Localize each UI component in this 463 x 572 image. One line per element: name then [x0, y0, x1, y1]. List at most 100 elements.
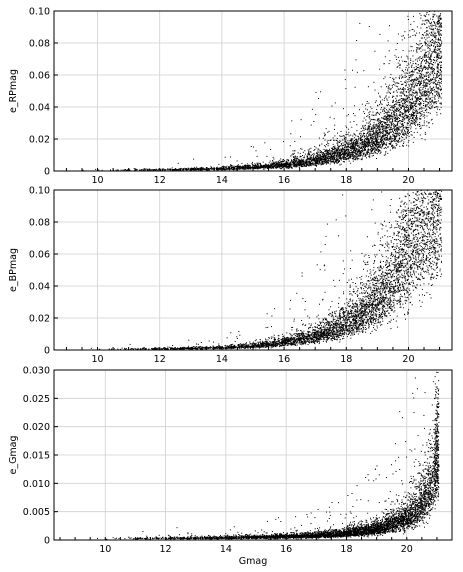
data-point — [412, 141, 414, 143]
data-point — [307, 162, 309, 164]
data-point — [348, 146, 350, 148]
data-point — [278, 163, 280, 165]
data-point — [283, 166, 285, 168]
data-point — [392, 128, 394, 130]
data-point — [330, 156, 332, 157]
data-point — [303, 164, 305, 166]
data-point — [377, 120, 379, 122]
data-point — [335, 139, 337, 141]
data-point — [349, 121, 351, 123]
data-point — [437, 16, 439, 18]
data-point — [195, 168, 197, 169]
data-point — [396, 103, 398, 105]
data-point — [418, 72, 420, 74]
data-point — [336, 154, 338, 156]
data-point — [434, 23, 436, 25]
data-point — [293, 159, 294, 160]
data-point — [420, 115, 422, 117]
data-point — [426, 91, 428, 93]
data-point — [393, 140, 395, 142]
data-point — [294, 164, 296, 166]
data-point — [351, 140, 353, 142]
data-point — [389, 60, 391, 62]
data-point — [247, 166, 249, 168]
data-point — [348, 153, 349, 155]
data-point — [339, 152, 341, 154]
data-point — [332, 159, 334, 161]
data-point — [435, 103, 437, 105]
data-point — [392, 148, 394, 150]
data-point — [434, 101, 436, 103]
data-point — [335, 149, 337, 151]
data-point — [368, 140, 370, 142]
data-point — [370, 133, 372, 135]
data-point — [310, 151, 312, 153]
data-point — [424, 139, 426, 141]
data-point — [421, 80, 423, 82]
data-point — [310, 159, 312, 161]
data-point — [433, 86, 435, 88]
data-point — [404, 74, 406, 76]
data-point — [413, 71, 415, 73]
data-point — [265, 163, 267, 165]
data-point — [278, 165, 280, 167]
data-point — [418, 82, 419, 84]
data-point — [263, 166, 265, 168]
data-point — [408, 89, 409, 91]
data-point — [409, 105, 411, 106]
data-point — [397, 86, 399, 88]
data-point — [336, 152, 338, 154]
data-point — [363, 128, 365, 129]
data-point — [434, 24, 436, 26]
data-point — [440, 57, 442, 59]
data-point — [266, 164, 268, 166]
data-point — [360, 136, 362, 138]
data-point — [277, 163, 279, 165]
data-point — [432, 101, 434, 103]
data-point — [213, 169, 215, 171]
data-point — [319, 153, 321, 155]
data-point — [363, 153, 365, 155]
data-point — [303, 165, 305, 167]
data-point — [150, 169, 152, 171]
data-point — [403, 98, 405, 100]
data-point — [269, 160, 271, 162]
data-point — [438, 30, 440, 32]
data-point — [409, 101, 411, 103]
data-point — [127, 169, 129, 171]
data-point — [389, 77, 391, 79]
data-point — [434, 79, 436, 81]
data-point — [420, 63, 422, 65]
data-point — [427, 96, 429, 98]
data-point — [396, 91, 398, 93]
data-point — [370, 150, 372, 152]
data-point — [309, 156, 311, 158]
data-point — [393, 107, 395, 109]
data-point — [426, 109, 428, 111]
data-point — [319, 159, 321, 161]
data-point — [290, 165, 292, 167]
data-point — [360, 144, 362, 146]
data-point — [404, 95, 406, 97]
data-point — [354, 86, 356, 88]
data-point — [424, 32, 426, 34]
data-point — [317, 158, 319, 160]
data-point — [394, 81, 396, 83]
data-point — [250, 166, 252, 168]
data-point — [289, 166, 290, 168]
data-point — [321, 160, 323, 162]
data-point — [420, 27, 422, 29]
data-point — [225, 166, 226, 168]
data-point — [403, 104, 405, 106]
data-point — [314, 165, 316, 166]
data-point — [270, 168, 272, 170]
data-point — [415, 90, 417, 92]
data-point — [408, 127, 410, 128]
data-point — [349, 149, 351, 151]
data-point — [375, 136, 377, 138]
data-point — [300, 148, 302, 150]
data-point — [404, 94, 406, 96]
data-point — [437, 95, 439, 97]
data-point — [366, 141, 368, 143]
data-point — [410, 76, 412, 78]
